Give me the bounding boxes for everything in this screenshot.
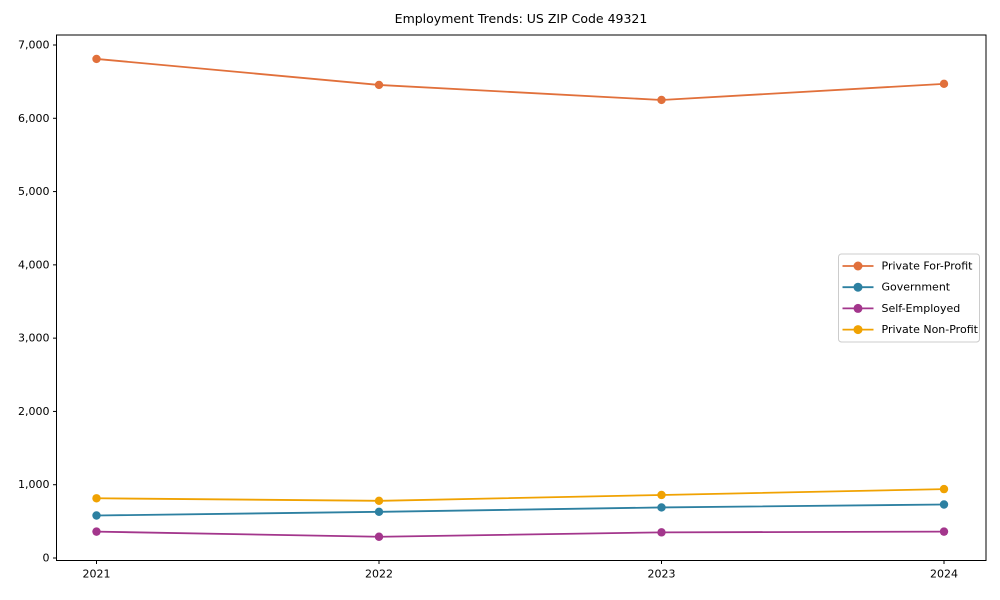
legend-marker-icon [853,261,863,271]
data-point-self-employed-2022 [374,532,384,541]
data-point-private-for-profit-2021 [92,54,101,64]
data-point-government-2023 [657,503,666,512]
legend-item-private-for-profit: Private For-Profit [842,260,974,273]
legend-marker-icon [853,282,863,292]
legend-marker-icon [853,325,863,335]
plot-frame [56,34,987,561]
data-point-government-2024 [939,500,949,509]
data-point-government-2022 [374,507,384,517]
series-group [92,54,949,541]
data-point-self-employed-2024 [939,527,949,536]
x-tick-label: 2022 [365,568,393,581]
legend-item-government: Government [842,281,951,294]
y-tick-label: 7,000 [18,39,50,52]
y-tick-label: 5,000 [18,185,50,198]
y-tick-label: 6,000 [18,112,50,125]
legend-box [838,253,980,343]
data-point-private-for-profit-2022 [374,80,384,90]
axes: 0 1,000 2,000 3,000 4,000 5,000 6,000 7,000 2021… [18,34,987,581]
series-line-government [96,503,945,517]
y-tick-label: 2,000 [18,405,50,418]
series-line-self-employed [96,530,945,538]
x-tick-label: 2024 [930,568,958,581]
legend-label: Government [882,281,951,294]
y-tick-label: 4,000 [18,258,50,271]
legend-marker-icon [853,303,863,313]
data-point-government-2021 [92,511,101,520]
data-point-private-for-profit-2023 [657,95,666,105]
legend: Private For-Profit Government Self-Employe… [838,253,980,343]
data-point-private-non-profit-2021 [92,494,101,503]
x-tick-label: 2021 [83,568,111,581]
series-line-private-for-profit [96,58,945,101]
y-tick-label: 1,000 [18,478,50,491]
data-point-self-employed-2023 [657,528,666,537]
y-tick-label: 0 [43,552,50,565]
y-tick-label: 3,000 [18,332,50,345]
data-point-private-for-profit-2024 [939,79,949,89]
legend-label: Private For-Profit [882,260,974,273]
data-point-private-non-profit-2024 [939,484,949,494]
legend-label: Private Non-Profit [882,323,979,336]
x-tick-label: 2023 [648,568,676,581]
data-point-private-non-profit-2022 [374,496,384,506]
data-point-private-non-profit-2023 [657,490,666,500]
series-line-private-non-profit [96,488,945,502]
legend-item-private-non-profit: Private Non-Profit [842,323,979,336]
legend-item-self-employed: Self-Employed [842,302,961,315]
legend-label: Self-Employed [882,302,961,315]
chart-title: Employment Trends: US ZIP Code 49321 [395,11,648,26]
data-point-self-employed-2021 [92,527,101,536]
